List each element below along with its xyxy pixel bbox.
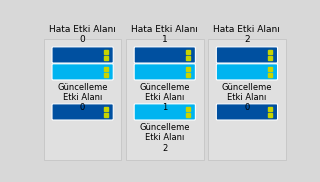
Text: Güncelleme
Etki Alanı
1: Güncelleme Etki Alanı 1 <box>140 83 190 112</box>
Text: Hata Etki Alanı
1: Hata Etki Alanı 1 <box>131 25 198 44</box>
FancyBboxPatch shape <box>216 47 277 63</box>
Text: Güncelleme
Etki Alanı
2: Güncelleme Etki Alanı 2 <box>140 123 190 153</box>
FancyBboxPatch shape <box>134 47 196 63</box>
FancyBboxPatch shape <box>134 64 196 80</box>
Text: Hata Etki Alanı
2: Hata Etki Alanı 2 <box>213 25 280 44</box>
FancyBboxPatch shape <box>52 104 113 120</box>
FancyBboxPatch shape <box>52 47 113 63</box>
FancyBboxPatch shape <box>134 104 196 120</box>
Text: Güncelleme
Etki Alanı
0: Güncelleme Etki Alanı 0 <box>222 83 272 112</box>
Text: Hata Etki Alanı
0: Hata Etki Alanı 0 <box>49 25 116 44</box>
FancyBboxPatch shape <box>126 39 204 160</box>
FancyBboxPatch shape <box>44 39 121 160</box>
FancyBboxPatch shape <box>216 64 277 80</box>
FancyBboxPatch shape <box>216 104 277 120</box>
Text: Güncelleme
Etki Alanı
0: Güncelleme Etki Alanı 0 <box>57 83 108 112</box>
FancyBboxPatch shape <box>208 39 286 160</box>
FancyBboxPatch shape <box>52 64 113 80</box>
